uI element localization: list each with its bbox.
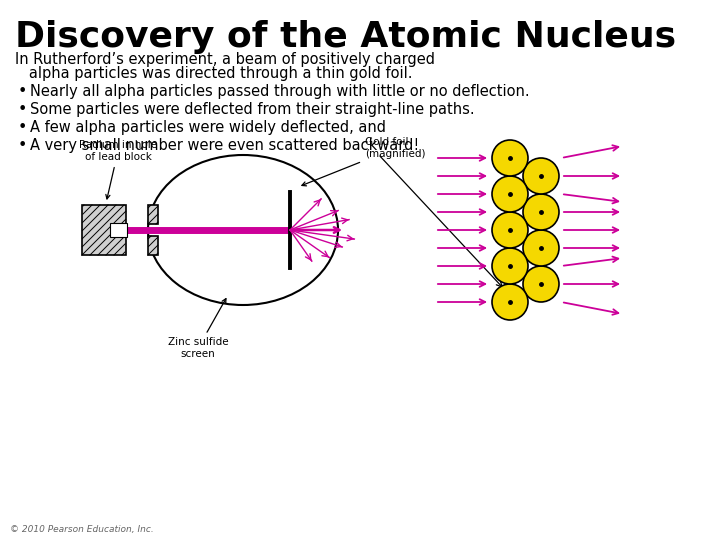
Circle shape [523, 266, 559, 302]
Text: •: • [18, 138, 27, 153]
Text: •: • [18, 84, 27, 99]
Circle shape [492, 284, 528, 320]
Text: Gold foil
(magnified): Gold foil (magnified) [302, 137, 426, 186]
Circle shape [492, 248, 528, 284]
Circle shape [523, 158, 559, 194]
Circle shape [523, 230, 559, 266]
Text: © 2010 Pearson Education, Inc.: © 2010 Pearson Education, Inc. [10, 525, 154, 534]
Text: Radium in hole
of lead block: Radium in hole of lead block [79, 140, 157, 199]
Polygon shape [110, 223, 127, 237]
Text: Discovery of the Atomic Nucleus: Discovery of the Atomic Nucleus [15, 20, 676, 54]
Circle shape [492, 140, 528, 176]
Text: Some particles were deflected from their straight-line paths.: Some particles were deflected from their… [30, 102, 474, 117]
Polygon shape [148, 205, 158, 224]
Text: A few alpha particles were widely deflected, and: A few alpha particles were widely deflec… [30, 120, 386, 135]
Text: In Rutherford’s experiment, a beam of positively charged: In Rutherford’s experiment, a beam of po… [15, 52, 435, 67]
Text: alpha particles was directed through a thin gold foil.: alpha particles was directed through a t… [15, 66, 413, 81]
Text: •: • [18, 102, 27, 117]
Text: •: • [18, 120, 27, 135]
Circle shape [492, 176, 528, 212]
Text: A very small number were even scattered backward!: A very small number were even scattered … [30, 138, 419, 153]
Text: Zinc sulfide
screen: Zinc sulfide screen [168, 299, 228, 359]
Polygon shape [82, 205, 126, 255]
Text: Nearly all alpha particles passed through with little or no deflection.: Nearly all alpha particles passed throug… [30, 84, 530, 99]
Polygon shape [148, 236, 158, 255]
Circle shape [492, 212, 528, 248]
Circle shape [523, 194, 559, 230]
